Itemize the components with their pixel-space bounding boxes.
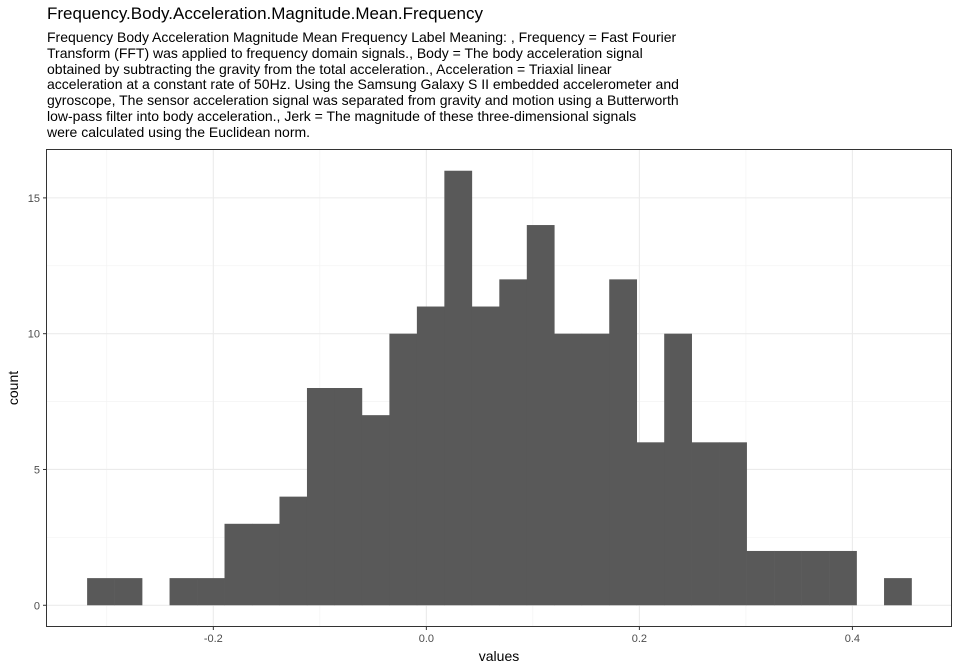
histogram-bar <box>169 578 198 606</box>
histogram-bar <box>114 578 143 606</box>
histogram-bar <box>801 550 830 606</box>
histogram-bar <box>334 388 363 606</box>
histogram-bar <box>471 306 500 606</box>
histogram-bar <box>691 442 720 606</box>
histogram-bar <box>499 279 528 606</box>
histogram-bar <box>746 550 775 606</box>
plot-border <box>46 149 952 627</box>
histogram-bar <box>664 333 692 606</box>
histogram-bar <box>389 333 418 606</box>
histogram-bar <box>774 550 802 606</box>
histogram-bar <box>416 306 445 606</box>
y-tick-label: 0 <box>34 600 40 612</box>
y-tick-label: 10 <box>28 329 40 341</box>
chart-title: Frequency.Body.Acceleration.Magnitude.Me… <box>47 4 483 23</box>
bars <box>87 170 912 606</box>
histogram-bar <box>829 550 857 606</box>
x-tick-label: -0.2 <box>204 633 223 645</box>
histogram-bar <box>197 578 225 606</box>
histogram-bar <box>361 415 390 606</box>
histogram-bar <box>224 523 253 606</box>
histogram-bar <box>609 279 638 606</box>
histogram-bar <box>251 523 280 606</box>
histogram-bar <box>636 442 665 606</box>
y-tick-label: 15 <box>28 193 40 205</box>
histogram-bar <box>306 388 335 606</box>
x-axis-ticks: -0.2 0.0 0.2 0.4 <box>204 627 860 645</box>
x-axis-title: values <box>479 648 519 664</box>
histogram-bar <box>719 442 747 606</box>
histogram-bar <box>87 578 115 606</box>
histogram-bar <box>581 333 610 606</box>
x-tick-label: 0.2 <box>632 633 647 645</box>
histogram-bar <box>444 170 473 606</box>
chart-subtitle: Frequency Body Acceleration Magnitude Me… <box>47 29 679 140</box>
x-tick-label: 0.0 <box>419 633 434 645</box>
histogram-bar <box>554 333 583 606</box>
x-tick-label: 0.4 <box>845 633 860 645</box>
histogram-bar <box>279 496 308 606</box>
y-tick-label: 5 <box>34 464 40 476</box>
histogram-bar <box>526 225 555 606</box>
y-axis-title: count <box>5 371 21 405</box>
y-axis-ticks: 0 5 10 15 <box>28 193 46 612</box>
histogram-bar <box>884 578 912 606</box>
